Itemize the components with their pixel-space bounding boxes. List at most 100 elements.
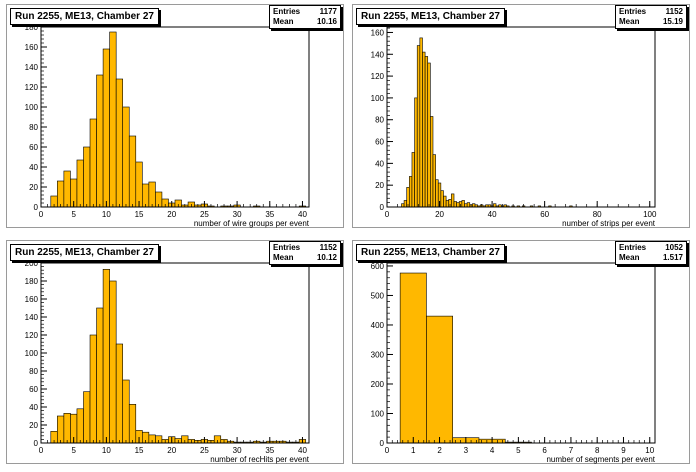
strips-histogram-pad: 0 20 40 60 80 100 0 20 40 60 80 100 120 140 160 number …	[352, 4, 690, 228]
x-tick-label: 10	[102, 210, 111, 219]
y-tick-label: 160	[25, 43, 39, 52]
x-tick-label: 5	[71, 446, 76, 455]
y-tick-label: 0	[34, 439, 39, 448]
stats-mean-label: Mean	[619, 17, 640, 26]
x-tick-label: 3	[464, 446, 469, 455]
histogram-bin	[451, 193, 455, 208]
histogram-bin	[435, 179, 439, 208]
x-tick-label: 60	[540, 210, 549, 219]
histogram-bin	[83, 391, 91, 444]
histogram-bars	[50, 268, 307, 444]
histogram-bin	[419, 37, 423, 208]
histogram-bin	[422, 51, 426, 208]
stats-mean-value: 1.517	[662, 253, 683, 262]
stats-entries-value: 1152	[665, 7, 683, 16]
histogram-bars	[399, 272, 532, 444]
histogram-bin	[57, 180, 65, 208]
histogram-bin	[83, 146, 91, 208]
x-tick-label: 25	[200, 446, 209, 455]
histogram-bin	[427, 62, 431, 208]
histogram-title: Run 2255, ME13, Chamber 27	[356, 244, 505, 261]
y-tick-label: 0	[380, 203, 385, 212]
histogram-bin	[461, 200, 465, 208]
histogram-bin	[466, 202, 471, 208]
histogram-bin	[109, 31, 117, 208]
histogram-bin	[63, 170, 71, 208]
histogram-bin	[102, 268, 110, 444]
stats-mean-label: Mean	[273, 17, 294, 26]
y-tick-label: 160	[25, 295, 39, 304]
histogram-bin	[128, 135, 137, 208]
stats-box: Entries 1152 Mean 10.12	[269, 241, 341, 265]
x-tick-label: 4	[490, 446, 495, 455]
histogram-bin	[135, 161, 143, 208]
x-tick-label: 30	[233, 210, 242, 219]
histogram-bin	[456, 202, 460, 208]
stats-entries-label: Entries	[273, 243, 301, 252]
stats-entries-label: Entries	[273, 7, 301, 16]
y-tick-label: 140	[25, 63, 39, 72]
stats-mean-value: 10.16	[316, 17, 337, 26]
stats-box: Entries 1052 Mean 1.517	[615, 241, 687, 265]
x-tick-label: 30	[233, 446, 242, 455]
histogram-bin	[102, 48, 110, 208]
y-tick-label: 140	[371, 50, 385, 59]
y-tick-label: 200	[25, 259, 39, 268]
wire-groups-histogram-pad: 0 5 10 15 20 25 30 35 40 0 20 40 60 80 100 120 140 160 180…	[6, 4, 344, 228]
histogram-bin	[424, 56, 429, 208]
histogram-bin	[432, 154, 436, 208]
x-tick-label: 15	[135, 210, 144, 219]
wire-groups-histogram: 0 5 10 15 20 25 30 35 40 0 20 40 60 80 100 120 140 160 180…	[25, 23, 310, 228]
histogram-bin	[411, 152, 415, 208]
x-tick-label: 25	[200, 210, 209, 219]
x-tick-label: 15	[135, 446, 144, 455]
histogram-title: Run 2255, ME13, Chamber 27	[10, 244, 159, 261]
histogram-bin	[414, 97, 418, 208]
x-tick-label: 5	[71, 210, 76, 219]
x-tick-label: 2	[437, 446, 442, 455]
x-tick-label: 7	[569, 446, 574, 455]
histogram-bin	[89, 334, 97, 444]
histogram-bin	[142, 183, 150, 208]
stats-mean-value: 10.12	[316, 253, 337, 262]
histogram-bin	[403, 200, 408, 208]
stats-entries-value: 1152	[319, 243, 337, 252]
x-tick-label: 8	[595, 446, 600, 455]
x-tick-label: 9	[621, 446, 626, 455]
y-tick-label: 100	[371, 94, 385, 103]
y-tick-label: 60	[29, 385, 38, 394]
x-tick-label: 0	[39, 210, 44, 219]
x-tick-label: 10	[102, 446, 111, 455]
histogram-title: Run 2255, ME13, Chamber 27	[356, 8, 505, 25]
histogram-bin	[115, 78, 124, 208]
y-tick-label: 200	[371, 380, 385, 389]
histogram-bin	[89, 118, 97, 208]
histogram-bin	[426, 315, 453, 444]
axis-frame	[386, 26, 656, 208]
y-tick-label: 100	[25, 103, 39, 112]
histogram-bin	[399, 272, 427, 444]
x-tick-label: 0	[39, 446, 44, 455]
histogram-bin	[430, 116, 434, 208]
y-tick-label: 160	[371, 28, 385, 37]
x-axis-label: number of segments per event	[546, 455, 655, 464]
y-tick-label: 80	[375, 116, 384, 125]
histogram-bin	[57, 415, 65, 444]
y-tick-label: 180	[25, 277, 39, 286]
histogram-bin	[122, 379, 130, 444]
x-axis-label: number of recHits per event	[210, 455, 309, 464]
y-tick-label: 300	[371, 350, 385, 359]
x-tick-label: 0	[385, 446, 390, 455]
segments-histogram-pad: 0 1 2 3 4 5 6 7 8 9 10 0 100 200 300 400 500 600 number of…	[352, 240, 690, 464]
histogram-title: Run 2255, ME13, Chamber 27	[10, 8, 159, 25]
stats-mean-label: Mean	[273, 253, 294, 262]
stats-mean-value: 15.19	[662, 17, 683, 26]
x-tick-label: 20	[435, 210, 444, 219]
histogram-bin	[409, 176, 413, 208]
histogram-bin	[96, 307, 104, 444]
histogram-bin	[148, 181, 156, 208]
y-tick-label: 40	[29, 163, 38, 172]
x-axis-label: number of strips per event	[562, 219, 656, 228]
